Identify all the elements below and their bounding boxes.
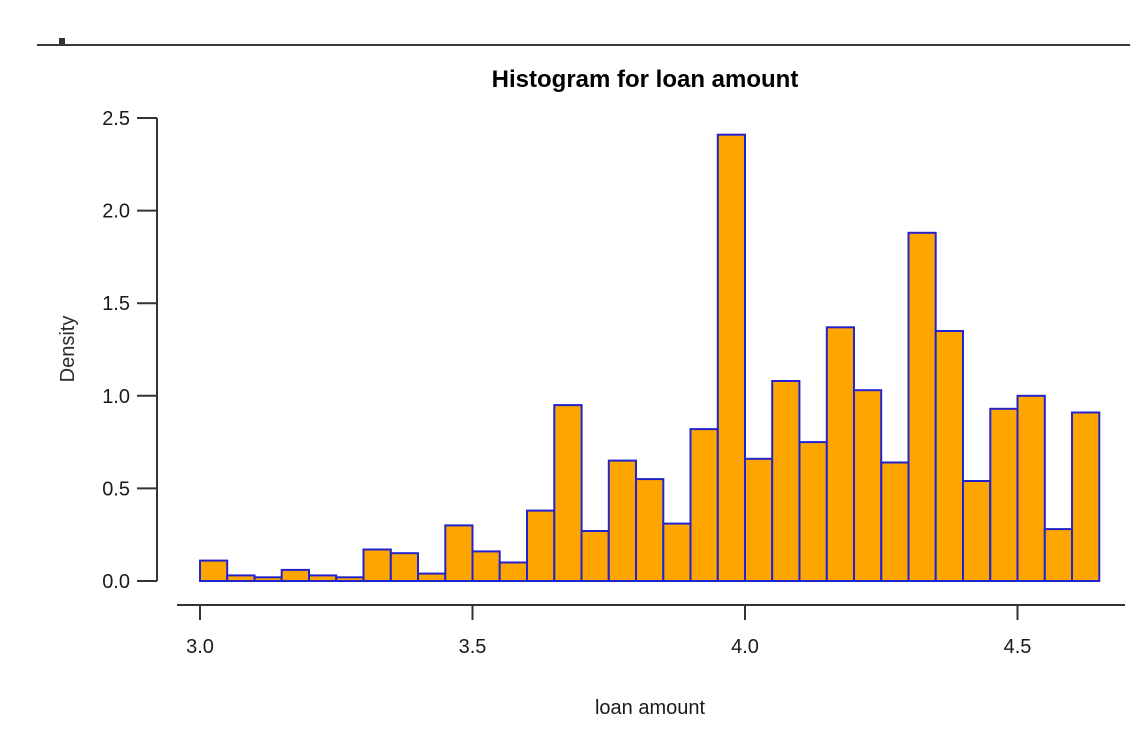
y-tick-label: 2.5 bbox=[102, 108, 130, 130]
histogram-bar bbox=[771, 380, 801, 582]
histogram-bar bbox=[417, 572, 447, 582]
histogram-bar bbox=[880, 461, 910, 582]
histogram-bar bbox=[1071, 411, 1101, 582]
x-tick-label: 4.5 bbox=[1004, 636, 1032, 658]
y-tick-label: 0.5 bbox=[102, 478, 130, 500]
histogram-bar bbox=[226, 574, 256, 583]
histogram-bar bbox=[526, 509, 556, 583]
histogram-bar bbox=[362, 548, 392, 582]
x-tick-label: 3.0 bbox=[186, 636, 214, 658]
x-tick-label: 3.5 bbox=[459, 636, 487, 658]
histogram-bar bbox=[934, 330, 965, 582]
histogram-bar bbox=[580, 530, 610, 582]
histogram-bar bbox=[199, 559, 229, 582]
histogram-bar bbox=[689, 428, 719, 582]
histogram-bar bbox=[962, 480, 992, 582]
histogram-bar bbox=[335, 576, 365, 582]
histogram-bar bbox=[635, 478, 665, 583]
histogram-bar bbox=[853, 389, 883, 583]
chart-title: Histogram for loan amount bbox=[491, 66, 799, 93]
histogram-bar bbox=[253, 576, 283, 582]
histogram-bar bbox=[1043, 528, 1074, 582]
histogram-bar bbox=[308, 574, 338, 583]
histogram-bar bbox=[744, 457, 774, 582]
histogram-bar bbox=[662, 522, 692, 582]
x-axis-label: loan amount bbox=[594, 697, 706, 719]
y-tick-label: 0.0 bbox=[102, 571, 130, 593]
y-tick-label: 1.5 bbox=[102, 293, 130, 315]
x-tick-label: 4.0 bbox=[731, 636, 759, 658]
histogram-bar bbox=[471, 550, 501, 583]
histogram-bar bbox=[389, 552, 419, 583]
histogram-bar bbox=[716, 133, 746, 582]
histogram-bar bbox=[553, 404, 583, 582]
y-axis-label: Density bbox=[57, 315, 79, 383]
histogram-bar bbox=[989, 407, 1019, 582]
histogram-bar bbox=[798, 441, 828, 582]
histogram-bar bbox=[444, 524, 474, 583]
histogram-bar bbox=[498, 561, 529, 582]
histogram-bar bbox=[907, 231, 937, 583]
top-dot bbox=[59, 38, 65, 44]
histogram-bar bbox=[825, 326, 855, 582]
histogram-bar bbox=[607, 459, 637, 583]
y-tick-label: 1.0 bbox=[102, 386, 130, 408]
histogram-bar bbox=[1016, 394, 1046, 582]
top-rule bbox=[37, 44, 1130, 46]
y-tick-label: 2.0 bbox=[102, 201, 130, 223]
histogram-bar bbox=[280, 568, 311, 583]
